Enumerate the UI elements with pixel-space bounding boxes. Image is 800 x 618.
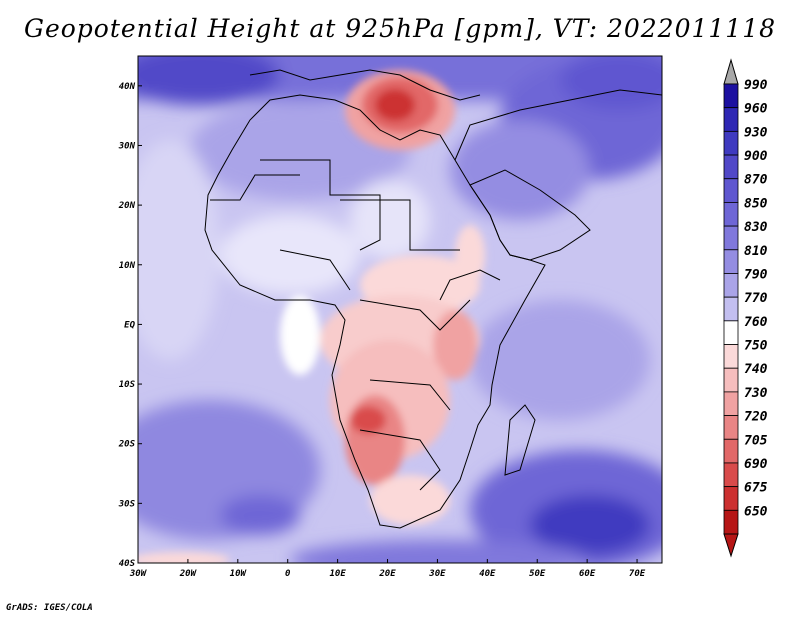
colorbar-label: 730 [744,386,768,401]
colorbar-label: 900 [744,149,768,164]
colorbar-label: 930 [744,125,768,140]
longitude-axis: 30W 20W 10W 0 10E 20E 30E 40E 50E 60E 70E [129,559,646,579]
colorbar-label: 750 [744,339,768,354]
lon-tick-label: 0 [285,569,291,579]
lat-tick-label: 30N [118,141,136,151]
map-frame [137,55,663,564]
colorbar-swatch [723,320,739,345]
colorbar-swatch [723,202,739,227]
colorbar-swatch [723,273,739,298]
lat-tick-label: 40S [119,559,136,569]
colorbar-swatch [723,296,739,322]
colorbar-swatch [723,83,739,109]
lat-tick-label: 10S [119,380,136,390]
colorbar-swatch [723,462,739,488]
colorbar-swatch [723,509,739,535]
lon-tick-label: 20W [179,569,198,579]
colorbar-under-arrow [723,533,739,558]
lon-tick-label: 50E [529,569,546,579]
colorbar-label: 790 [744,267,768,282]
colorbar-label: 720 [744,410,768,425]
colorbar-swatch [723,107,739,132]
colorbar-label: 810 [744,244,768,259]
lon-tick-label: 30W [129,569,148,579]
lon-tick-label: 10W [230,569,248,579]
colorbar-label: 690 [744,457,768,472]
coastlines [204,69,662,529]
lat-tick-label: EQ [124,320,135,330]
colorbar-swatch [723,391,739,416]
lat-tick-label: 10N [119,261,136,271]
colorbar-label: 705 [744,433,768,448]
colorbar-label: 990 [744,78,768,93]
colorbar-swatch [723,344,739,369]
colorbar-swatch [723,367,739,393]
lat-tick-label: 20N [118,201,136,211]
colorbar: 990 960 930 900 870 850 830 810 790 770 760 750 740 7… [723,58,768,558]
colorbar-swatch [723,415,739,440]
colorbar-label: 960 [744,102,768,117]
lon-tick-label: 60E [579,569,596,579]
lat-tick-label: 40N [119,82,136,92]
lat-tick-label: 20S [118,440,136,450]
lon-tick-label: 20E [378,569,396,579]
colorbar-label: 850 [744,196,768,211]
height-field [138,56,662,563]
colorbar-swatch [723,225,739,251]
lat-tick-label: 30S [118,499,136,509]
colorbar-label: 870 [744,173,768,188]
colorbar-swatch [723,154,739,180]
colorbar-label: 760 [744,315,768,330]
colorbar-label: 740 [744,362,768,377]
colorbar-over-arrow [723,58,739,85]
chart-title: Geopotential Height at 925hPa [gpm], VT:… [23,14,777,43]
colorbar-label: 650 [744,504,768,519]
lon-tick-label: 70E [629,569,646,579]
colorbar-label: 830 [744,220,768,235]
lon-tick-label: 40E [479,569,496,579]
grads-credit: GrADS: IGES/COLA [6,603,93,613]
colorbar-swatch [723,178,739,203]
colorbar-swatch [723,438,739,464]
latitude-axis: 40N 30N 20N 10N EQ 10S 20S 30S 40S [118,82,142,569]
colorbar-swatch [723,249,739,274]
lon-tick-label: 30E [428,569,446,579]
lon-tick-label: 10E [329,569,346,579]
colorbar-label: 770 [744,291,768,306]
colorbar-swatch [723,130,739,156]
colorbar-label: 675 [744,481,768,496]
colorbar-swatch [723,486,739,511]
